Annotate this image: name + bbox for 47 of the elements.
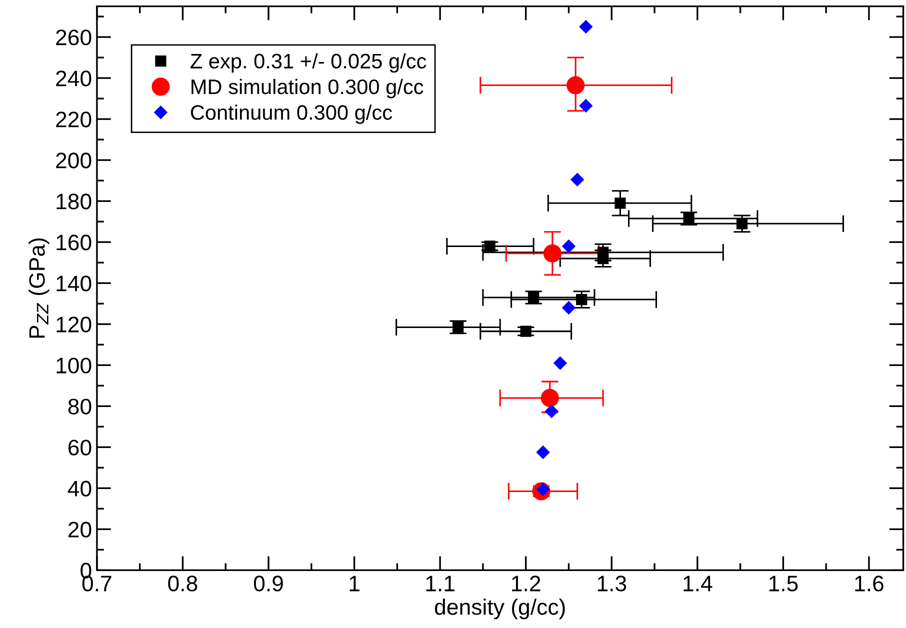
- x-axis-title: density (g/cc): [434, 598, 565, 620]
- point: [576, 294, 588, 306]
- point: [520, 326, 532, 337]
- point: [579, 20, 592, 34]
- point: [736, 218, 748, 230]
- point: [452, 322, 464, 333]
- x-tick-label: 1.5: [769, 576, 798, 592]
- point: [579, 99, 592, 112]
- x-tick-label: 0.9: [254, 576, 283, 592]
- x-tick-label: 0.8: [168, 576, 198, 592]
- legend-label: Z exp. 0.31 +/- 0.025 g/cc: [190, 53, 426, 73]
- y-tick-label: 80: [68, 398, 92, 414]
- point: [566, 76, 585, 94]
- x-tick-label: 1.4: [684, 576, 712, 592]
- y-tick-label: 120: [56, 316, 92, 332]
- y-tick-label: 240: [56, 70, 92, 86]
- point: [536, 446, 550, 459]
- y-tick-label: 180: [56, 194, 92, 210]
- point: [543, 244, 562, 262]
- point: [570, 172, 584, 186]
- point: [528, 292, 540, 304]
- point: [554, 356, 567, 370]
- x-tick-label: 1.6: [855, 576, 884, 592]
- x-tick-label: 1.1: [426, 576, 454, 592]
- y-tick-label: 140: [56, 276, 92, 292]
- legend-label: Continuum 0.300 g/cc: [190, 104, 392, 124]
- x-tick-label: 1: [350, 576, 360, 592]
- y-tick-label: 20: [68, 522, 92, 538]
- x-tick-label: 1.2: [512, 576, 540, 592]
- point: [597, 252, 609, 264]
- y-tick-label: 260: [56, 30, 92, 46]
- point: [562, 240, 576, 253]
- point: [540, 388, 559, 407]
- y-tick-label: 200: [56, 152, 92, 168]
- legend-label: MD simulation 0.300 g/cc: [192, 78, 424, 98]
- y-tick-label: 40: [68, 480, 92, 496]
- point: [484, 240, 496, 252]
- y-tick-label: 220: [56, 112, 92, 128]
- point: [544, 404, 558, 418]
- point: [683, 212, 694, 224]
- point: [562, 301, 576, 314]
- y-tick-label: 100: [56, 358, 92, 374]
- y-tick-label: 160: [56, 234, 92, 250]
- y-axis-title: P$_{ZZ}$ (GPa): [28, 238, 50, 338]
- y-tick-label: 60: [68, 440, 92, 456]
- point: [614, 198, 626, 209]
- x-tick-label: 1.3: [598, 576, 626, 592]
